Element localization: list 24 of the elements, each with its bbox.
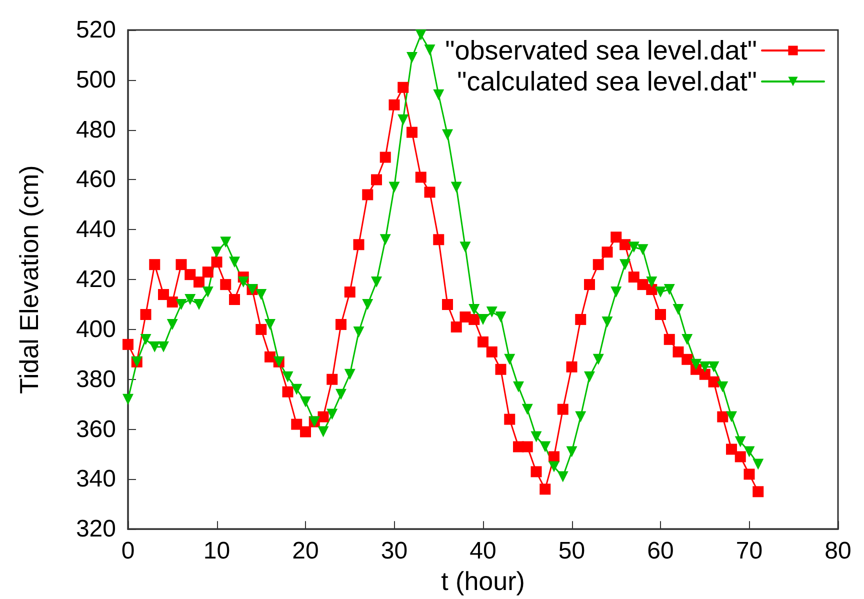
y-tick-label: 420 bbox=[76, 266, 116, 294]
x-tick-label: 70 bbox=[736, 538, 763, 565]
x-axis-title: t (hour) bbox=[441, 566, 525, 596]
legend-label: "observated sea level.dat" bbox=[445, 36, 757, 66]
x-tick-label: 40 bbox=[470, 538, 496, 565]
x-tick-label: 30 bbox=[380, 538, 408, 565]
y-tick-label: 440 bbox=[76, 216, 116, 244]
x-tick-label: 50 bbox=[558, 538, 586, 565]
y-tick-label: 360 bbox=[76, 416, 116, 443]
y-axis-title: Tidal Elevation (cm) bbox=[14, 165, 44, 394]
x-tick-label: 0 bbox=[121, 538, 135, 565]
y-tick-label: 340 bbox=[76, 466, 116, 493]
y-tick-label: 480 bbox=[76, 116, 116, 144]
x-tick-label: 20 bbox=[292, 538, 319, 565]
legend-label: "calculated sea level.dat" bbox=[457, 66, 757, 96]
x-tick-label: 10 bbox=[203, 538, 230, 565]
y-tick-label: 320 bbox=[76, 516, 116, 543]
x-tick-label: 60 bbox=[647, 538, 674, 565]
x-tick-label: 80 bbox=[824, 538, 852, 565]
y-tick-label: 400 bbox=[76, 316, 116, 343]
y-tick-label: 500 bbox=[76, 66, 116, 94]
y-tick-label: 520 bbox=[76, 16, 116, 44]
y-tick-label: 460 bbox=[76, 166, 116, 194]
y-tick-label: 380 bbox=[76, 366, 116, 393]
